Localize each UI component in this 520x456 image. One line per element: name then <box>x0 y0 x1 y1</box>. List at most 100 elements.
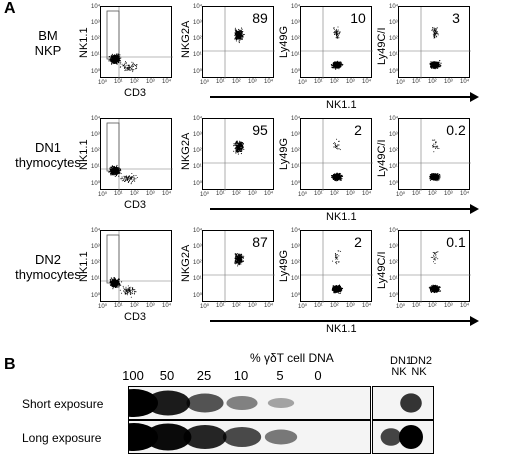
row-0-plot-3-xtick-0: 10⁰ <box>396 80 406 86</box>
row-2-label-line-1: thymocytes <box>15 267 81 282</box>
row-2-plot-3-percent: 0.1 <box>446 234 466 250</box>
row-2-plot-2-xtick-0: 10⁰ <box>298 304 308 310</box>
row-0-plot-2-ylabel: Ly49G <box>278 26 290 59</box>
row-1-label-line-1: thymocytes <box>15 155 81 170</box>
row-0-plot-1-xtick-4: 10⁴ <box>264 79 274 85</box>
row-1-plot-0-dots <box>101 119 173 191</box>
row-2-plot-3-ylabel: Ly49C/I <box>376 251 388 289</box>
row-1-plot-2-xtick-4: 10⁴ <box>362 191 372 197</box>
row-1-plot-1-ytick-1: 10³ <box>193 132 202 138</box>
blot-control-label-1-line-0: DN2 <box>410 355 433 367</box>
row-1-plot-2-xtick-2: 10² <box>330 191 339 197</box>
row-1-plot-3-ylabel: Ly49C/I <box>376 139 388 177</box>
row-2-plot-1-percent: 87 <box>252 234 268 250</box>
blot-1-bands <box>129 423 298 451</box>
row-1-plot-0-ytick-1: 10³ <box>91 132 100 138</box>
row-1-plot-2-xtick-1: 10¹ <box>314 191 323 197</box>
row-0-plot-2-xtick-4: 10⁴ <box>362 79 372 85</box>
row-2-plot-1-ytick-2: 10² <box>193 260 202 266</box>
row-1-plot-3-xtick-1: 10¹ <box>412 191 421 197</box>
row-1-arrow-head <box>470 204 479 214</box>
row-0-plot-2-percent: 10 <box>350 10 366 26</box>
row-2-plot-2-xtick-4: 10⁴ <box>362 303 372 309</box>
row-0-shared-xlabel: NK1.1 <box>326 99 357 111</box>
row-1-plot-0-ytick-3: 10¹ <box>91 164 100 170</box>
row-0-plot-1-xtick-1: 10¹ <box>216 79 225 85</box>
row-0-plot-2-xtick-2: 10² <box>330 79 339 85</box>
row-1-plot-2-xtick-3: 10³ <box>346 191 355 197</box>
row-0-plot-3-xtick-1: 10¹ <box>412 79 421 85</box>
row-1-plot-0-ylabel: NK1.1 <box>78 139 90 171</box>
row-2-plot-1-ytick-0: 10⁴ <box>193 228 203 234</box>
row-2-plot-0-ytick-1: 10³ <box>91 244 100 250</box>
row-1-plot-2 <box>300 118 373 191</box>
row-2-plot-2-xtick-3: 10³ <box>346 303 355 309</box>
blot-title: % γδT cell DNA <box>250 351 334 365</box>
row-2-plot-2-ytick-0: 10⁴ <box>291 228 301 234</box>
row-1-plot-2-ytick-0: 10⁴ <box>291 116 301 122</box>
row-1-plot-3-percent: 0.2 <box>446 122 466 138</box>
row-2-plot-0-ytick-3: 10¹ <box>91 276 100 282</box>
row-1-plot-3-ytick-4: 10⁰ <box>389 181 399 187</box>
row-1-plot-1-xtick-4: 10⁴ <box>264 191 274 197</box>
row-1-plot-1-ylabel: NKG2A <box>180 132 192 171</box>
blot-lane-label-0: 100 <box>122 368 144 383</box>
row-1-plot-2-percent: 2 <box>354 122 362 138</box>
blot-lane-label-4: 5 <box>276 368 284 383</box>
row-2-plot-2-ylabel: Ly49G <box>278 250 290 283</box>
row-2-plot-0 <box>100 230 173 303</box>
row-2-plot-2-xtick-1: 10¹ <box>314 303 323 309</box>
blot-exposure-label-1: Long exposure <box>22 431 102 445</box>
row-1-plot-3-xtick-4: 10⁴ <box>460 191 470 197</box>
row-0-plot-1-ytick-0: 10⁴ <box>193 4 203 10</box>
row-0-plot-1-percent: 89 <box>252 10 268 26</box>
row-2-plot-0-ylabel: NK1.1 <box>78 251 90 283</box>
row-2-plot-0-ytick-4: 10⁰ <box>91 293 101 299</box>
row-0-plot-3-xtick-3: 10³ <box>444 79 453 85</box>
blot-0 <box>128 386 371 420</box>
row-0-plot-3-ytick-4: 10⁰ <box>389 69 399 75</box>
row-2-plot-1-xtick-3: 10³ <box>248 303 257 309</box>
row-0-plot-1-ytick-4: 10⁰ <box>193 69 203 75</box>
row-1-plot-0-xtick-3: 10³ <box>146 191 155 197</box>
row-2-label-line-0: DN2 <box>34 252 61 267</box>
row-2-plot-0-xtick-4: 10⁴ <box>162 303 172 309</box>
row-0-plot-0-xtick-3: 10³ <box>146 79 155 85</box>
row-2-plot-3-ytick-1: 10³ <box>389 244 398 250</box>
blot-control-label-0-line-0: DN1 <box>390 355 413 367</box>
row-0-plot-0-xtick-4: 10⁴ <box>162 79 172 85</box>
row-1-shared-xlabel: NK1.1 <box>326 211 357 223</box>
row-0-plot-1-xtick-2: 10² <box>232 79 241 85</box>
row-1-arrow <box>210 208 472 210</box>
row-0-plot-2-dots <box>301 7 373 79</box>
row-0-label-line-1: NKP <box>34 43 62 58</box>
row-0-plot-2 <box>300 6 373 79</box>
row-2-plot-3-dots <box>399 231 471 303</box>
row-1-plot-2-dots <box>301 119 373 191</box>
row-0-plot-1-xtick-3: 10³ <box>248 79 257 85</box>
row-2-plot-1 <box>202 230 275 303</box>
row-1-plot-1-dots <box>203 119 275 191</box>
row-1-plot-0-ytick-2: 10² <box>91 148 100 154</box>
row-0-label: BM NKP <box>8 28 88 58</box>
row-0-plot-2-ytick-1: 10³ <box>291 20 300 26</box>
row-0-plot-3 <box>398 6 471 79</box>
row-2-plot-3-xtick-3: 10³ <box>444 303 453 309</box>
row-0-plot-2-ytick-0: 10⁴ <box>291 4 301 10</box>
row-1-plot-1-ytick-3: 10¹ <box>193 164 202 170</box>
row-1-plot-3-ytick-3: 10¹ <box>389 164 398 170</box>
row-1-plot-2-ytick-4: 10⁰ <box>291 181 301 187</box>
row-0-plot-0-ytick-1: 10³ <box>91 20 100 26</box>
row-1-plot-2-ylabel: Ly49G <box>278 138 290 171</box>
row-1-plot-1-xtick-1: 10¹ <box>216 191 225 197</box>
row-0-plot-1-dots <box>203 7 275 79</box>
row-1-plot-3 <box>398 118 471 191</box>
row-0-plot-2-xtick-0: 10⁰ <box>298 80 308 86</box>
blot-0-bands <box>129 389 295 417</box>
row-0-plot-0-xtick-0: 10⁰ <box>98 80 108 86</box>
row-0-plot-3-dots <box>399 7 471 79</box>
blot-lane-label-2: 25 <box>196 368 212 383</box>
row-1-plot-1-ytick-0: 10⁴ <box>193 116 203 122</box>
row-0-plot-3-xtick-4: 10⁴ <box>460 79 470 85</box>
row-2-plot-1-dots <box>203 231 275 303</box>
